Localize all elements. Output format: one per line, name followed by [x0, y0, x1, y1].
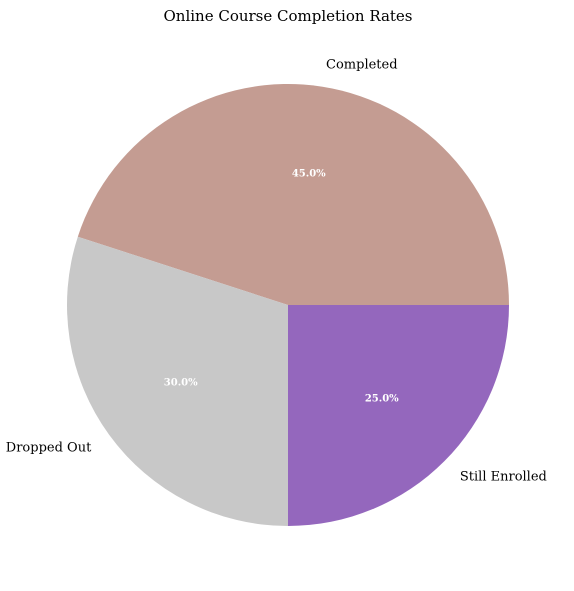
- pie-labels: 45.0% Completed 30.0% Dropped Out 25.0% Still…: [6, 57, 547, 484]
- pie-slice-still-enrolled: [288, 305, 509, 526]
- pie-slices: [66, 83, 509, 526]
- chart-title: Online Course Completion Rates: [163, 7, 412, 25]
- pct-label-completed: 45.0%: [292, 169, 326, 180]
- pie-slice-completed: [77, 83, 509, 305]
- pct-label-still-enrolled: 25.0%: [365, 393, 399, 404]
- category-label-still-enrolled: Still Enrolled: [460, 469, 547, 484]
- category-label-completed: Completed: [326, 57, 398, 72]
- pie-slice-dropped-out: [66, 236, 288, 526]
- category-label-dropped-out: Dropped Out: [6, 440, 92, 455]
- pct-label-dropped-out: 30.0%: [164, 377, 198, 388]
